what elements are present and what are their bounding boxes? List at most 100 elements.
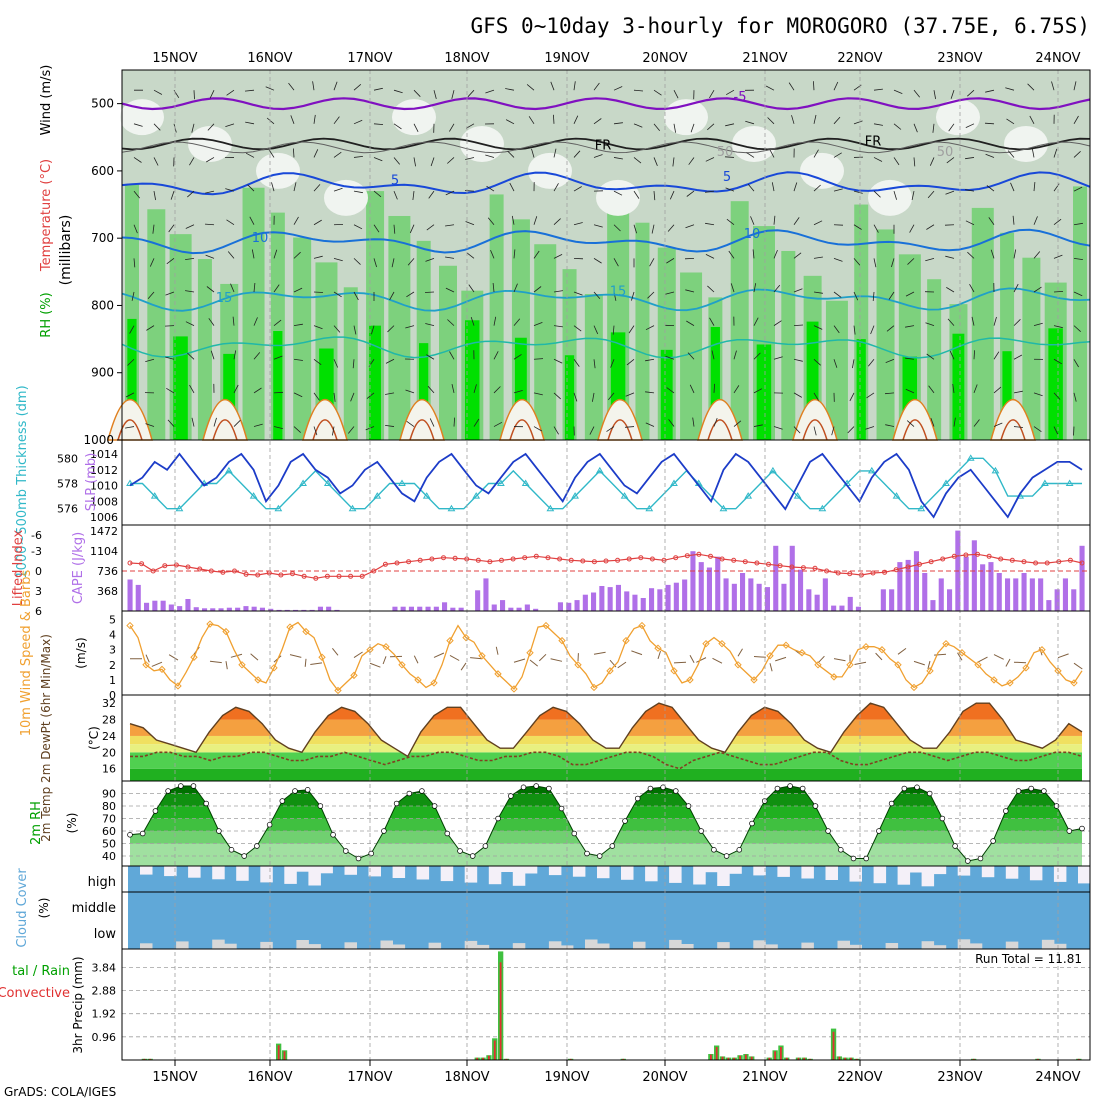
ytick-label-lifted: 0 — [35, 565, 42, 578]
cloud-high-gap — [1006, 866, 1019, 879]
cloud-high-gap — [284, 866, 297, 884]
cloud-low-grey — [477, 945, 490, 949]
cloud-low-grey — [717, 942, 730, 949]
cloud-high-gap — [296, 866, 309, 872]
cloud-high-gap — [140, 866, 153, 875]
rh-marker — [318, 804, 323, 809]
cape-bar — [1005, 578, 1010, 611]
day-label-bottom-18NOV: 18NOV — [444, 1070, 489, 1085]
rh2m-axis-label: 2m RH — [29, 801, 44, 845]
rh-marker — [407, 791, 412, 796]
rh-marker — [750, 821, 755, 826]
cape-axis-label: CAPE (J/kg) — [71, 532, 86, 604]
cloud-high-gap — [910, 866, 923, 873]
cape-bar — [169, 605, 174, 612]
wind-axis-label: Wind (m/s) — [39, 65, 54, 136]
cape-bar — [947, 589, 952, 611]
cape-bar — [798, 570, 803, 611]
ytick-label-lifted: -3 — [31, 545, 42, 558]
precip-convective-bar — [716, 1047, 718, 1060]
rh-marker — [382, 829, 387, 834]
cloud-high-gap — [801, 866, 814, 879]
wind-barb — [425, 292, 434, 293]
rh-marker — [991, 839, 996, 844]
panel-bg-precip — [122, 949, 1090, 1060]
cloud-high-gap — [441, 866, 454, 881]
ytick-label-wind: 3 — [109, 644, 116, 657]
contour-label: 50 — [937, 145, 954, 160]
cape-bar — [434, 607, 439, 611]
contour-label: FR — [595, 138, 612, 153]
cape-bar — [1030, 578, 1035, 611]
rh-marker — [496, 816, 501, 821]
cloud-high-gap — [934, 866, 947, 874]
cloud-left-gap — [122, 866, 128, 949]
cloud-high-gap — [212, 866, 225, 879]
rh-dry-patch — [256, 153, 300, 189]
ytick-label-rh: 40 — [102, 850, 116, 863]
ytick-label-cape: 368 — [97, 585, 118, 598]
temperature-axis-label: Temperature (°C) — [39, 159, 54, 272]
rh-marker — [534, 784, 539, 789]
rh-marker — [724, 854, 729, 859]
contour-label: 50 — [717, 145, 734, 160]
cloud-high-gap — [465, 866, 478, 883]
cloud-high-gap — [320, 866, 333, 873]
cape-bar — [707, 568, 712, 612]
cloud-low-grey — [296, 940, 309, 949]
rh-plume — [293, 238, 311, 440]
contour-label: -5 — [734, 90, 747, 105]
cloud-low-grey — [308, 944, 321, 949]
rh-plume-dark — [273, 331, 282, 440]
rh-dry-patch — [324, 180, 368, 216]
cloud-low-grey — [465, 941, 478, 949]
rh-dry-patch — [1004, 126, 1048, 162]
rh-marker — [877, 829, 882, 834]
cloud-high-gap — [669, 866, 682, 883]
day-label-top-15NOV: 15NOV — [152, 51, 197, 66]
cape-bar — [881, 589, 886, 611]
cloud-high-gap — [898, 866, 911, 885]
cloud-low-grey — [838, 941, 851, 949]
wind-barb — [194, 90, 195, 99]
cape-bar — [326, 607, 331, 611]
rh-marker — [1003, 809, 1008, 814]
cape-bar — [649, 588, 654, 611]
day-label-top-24NOV: 24NOV — [1035, 51, 1080, 66]
rh-marker — [369, 851, 374, 856]
ytick-label-rh: 50 — [102, 838, 116, 851]
day-label-top-20NOV: 20NOV — [642, 51, 687, 66]
rh-marker — [521, 785, 526, 790]
rh-marker — [458, 849, 463, 854]
cape-bar — [616, 585, 621, 611]
rh-marker — [572, 831, 577, 836]
rh-dry-patch — [868, 180, 912, 216]
cloud-low-grey — [633, 942, 646, 949]
cape-bar — [806, 589, 811, 611]
rh-marker — [191, 784, 196, 789]
ytick-label-cape: 1104 — [90, 545, 118, 558]
precip-convective-bar — [833, 1032, 835, 1060]
cloud-low-grey — [669, 940, 682, 949]
rh-marker — [229, 847, 234, 852]
cape-bar — [939, 578, 944, 611]
cloud-high-gap — [549, 866, 562, 875]
cape-bar — [624, 591, 629, 611]
contour-label: 5 — [723, 170, 731, 185]
cape-bar — [839, 606, 844, 611]
cloud-high-gap — [188, 866, 201, 878]
day-label-top-18NOV: 18NOV — [444, 51, 489, 66]
cape-bar — [252, 607, 257, 611]
cape-bar — [426, 607, 431, 611]
cape-bar — [583, 595, 588, 611]
cloud-high-gap — [826, 866, 839, 880]
cloud-low-grey — [260, 942, 273, 949]
cloud-level-high: high — [88, 875, 116, 890]
cape-bar — [1080, 546, 1085, 611]
cloud-high-gap — [645, 866, 658, 881]
rh-plume-dark — [173, 336, 188, 440]
cloud-high-gap — [777, 866, 790, 877]
cloud-high-gap — [513, 866, 526, 886]
cape-bar — [1022, 573, 1027, 611]
rh-marker — [559, 806, 564, 811]
